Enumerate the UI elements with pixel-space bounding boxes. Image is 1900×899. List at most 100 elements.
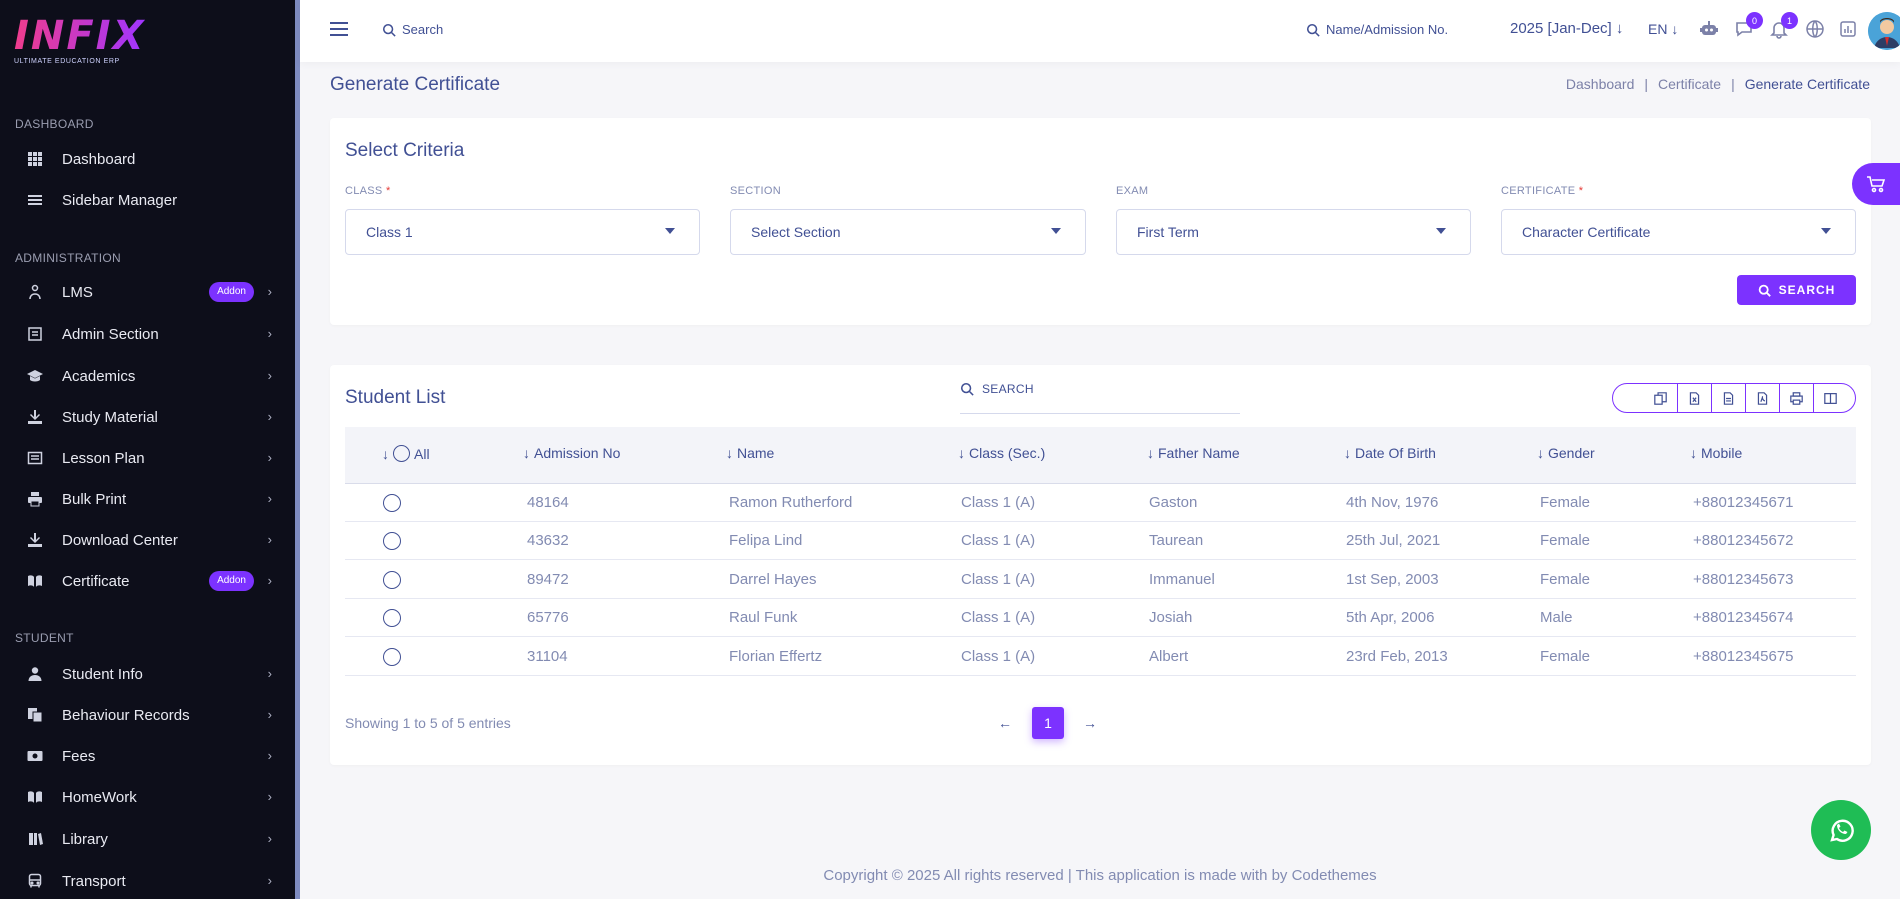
- user-icon: [26, 665, 44, 683]
- exam-select-value: First Term: [1137, 224, 1199, 240]
- student-list-title: Student List: [345, 387, 446, 408]
- sidebar-item-behaviour-records[interactable]: Behaviour Records ›: [0, 698, 290, 732]
- sidebar-item-certificate[interactable]: Certificate Addon ›: [0, 564, 290, 598]
- table-row[interactable]: 43632 Felipa Lind Class 1 (A) Taurean 25…: [345, 522, 1856, 560]
- cell-admission: 89472: [527, 571, 569, 588]
- sidebar-scrollbar[interactable]: [295, 0, 300, 899]
- report-icon[interactable]: [1837, 18, 1859, 40]
- sidebar-item-bulk-print[interactable]: Bulk Print ›: [0, 482, 290, 516]
- table-row[interactable]: 65776 Raul Funk Class 1 (A) Josiah 5th A…: [345, 599, 1856, 637]
- avatar[interactable]: [1868, 12, 1900, 50]
- hamburger-menu-button[interactable]: [330, 22, 348, 38]
- sidebar-item-lesson-plan[interactable]: Lesson Plan ›: [0, 441, 290, 475]
- column-visibility-button[interactable]: [1813, 384, 1847, 412]
- class-select[interactable]: Class 1: [345, 209, 700, 255]
- certificate-select[interactable]: Character Certificate: [1501, 209, 1856, 255]
- chevron-right-icon: ›: [267, 707, 272, 722]
- sidebar-item-dashboard[interactable]: Dashboard: [0, 142, 290, 176]
- table-row[interactable]: 48164 Ramon Rutherford Class 1 (A) Gasto…: [345, 484, 1856, 522]
- sidebar-item-download-center[interactable]: Download Center ›: [0, 523, 290, 557]
- breadcrumb-separator: |: [1644, 76, 1649, 92]
- admin-icon: [26, 325, 44, 343]
- pdf-button[interactable]: [1745, 384, 1779, 412]
- row-select-radio[interactable]: [383, 532, 401, 550]
- column-header-mobile[interactable]: ↓ Mobile: [1690, 445, 1743, 461]
- cell-class: Class 1 (A): [961, 571, 1036, 588]
- robot-icon[interactable]: [1698, 18, 1720, 40]
- breadcrumb-certificate[interactable]: Certificate: [1658, 76, 1722, 92]
- whatsapp-icon: [1830, 819, 1854, 842]
- breadcrumb-dashboard[interactable]: Dashboard: [1565, 76, 1635, 92]
- floating-cart-button[interactable]: [1852, 163, 1900, 205]
- cell-admission: 48164: [527, 494, 569, 511]
- header-search-placeholder: Search: [402, 22, 444, 37]
- language-selector[interactable]: EN ↓: [1648, 21, 1678, 37]
- cell-class: Class 1 (A): [961, 609, 1036, 626]
- notification-badge: 1: [1781, 12, 1798, 29]
- cell-mobile: +88012345673: [1693, 571, 1794, 588]
- sidebar-item-study-material[interactable]: Study Material ›: [0, 400, 290, 434]
- row-select-radio[interactable]: [383, 494, 401, 512]
- table-search-input[interactable]: SEARCH: [960, 382, 1240, 414]
- column-header-date-of-birth[interactable]: ↓ Date Of Birth: [1344, 445, 1436, 461]
- bell-icon[interactable]: 1: [1768, 12, 1798, 40]
- top-header: Search Name/Admission No. 2025 [Jan-Dec]…: [300, 0, 1900, 62]
- column-header-father-name[interactable]: ↓ Father Name: [1147, 445, 1240, 461]
- lms-icon: [26, 283, 44, 301]
- sidebar-item-fees[interactable]: Fees ›: [0, 739, 290, 773]
- header-search-input[interactable]: Search: [382, 22, 443, 37]
- chat-icon[interactable]: 0: [1733, 12, 1763, 40]
- globe-icon[interactable]: [1804, 18, 1826, 40]
- row-select-radio[interactable]: [383, 648, 401, 666]
- chevron-right-icon: ›: [267, 831, 272, 846]
- table-row[interactable]: 89472 Darrel Hayes Class 1 (A) Immanuel …: [345, 561, 1856, 599]
- list-icon: [26, 449, 44, 467]
- chevron-right-icon: ›: [267, 491, 272, 506]
- prev-page-button[interactable]: ←: [990, 707, 1020, 739]
- column-header-select-all[interactable]: ↓ All: [382, 445, 430, 462]
- sidebar-item-academics[interactable]: Academics ›: [0, 359, 290, 393]
- student-search-input[interactable]: Name/Admission No.: [1306, 22, 1448, 37]
- download-icon: [26, 408, 44, 426]
- sidebar-item-label: Fees: [62, 747, 96, 765]
- search-button[interactable]: SEARCH: [1737, 275, 1856, 305]
- select-all-radio[interactable]: [393, 445, 410, 462]
- excel-button[interactable]: [1677, 384, 1711, 412]
- money-icon: [26, 747, 44, 765]
- sort-arrow-icon: ↓: [523, 445, 530, 461]
- sidebar-item-library[interactable]: Library ›: [0, 822, 290, 856]
- whatsapp-button[interactable]: [1811, 800, 1871, 860]
- csv-button[interactable]: [1711, 384, 1745, 412]
- column-header-name[interactable]: ↓ Name: [726, 445, 775, 461]
- class-select-value: Class 1: [366, 224, 413, 240]
- sidebar-item-transport[interactable]: Transport ›: [0, 864, 290, 898]
- cell-name: Raul Funk: [729, 609, 798, 626]
- row-select-radio[interactable]: [383, 571, 401, 589]
- cell-admission: 65776: [527, 609, 569, 626]
- column-header-admission-no[interactable]: ↓ Admission No: [523, 445, 621, 461]
- page-title: Generate Certificate: [330, 74, 501, 95]
- logo[interactable]: INFIX ULTIMATE EDUCATION ERP: [14, 16, 145, 65]
- page-1-button[interactable]: 1: [1032, 707, 1064, 739]
- arrow-left-icon: ←: [998, 715, 1012, 731]
- table-row[interactable]: 31104 Florian Effertz Class 1 (A) Albert…: [345, 638, 1856, 676]
- row-select-radio[interactable]: [383, 609, 401, 627]
- exam-select[interactable]: First Term: [1116, 209, 1471, 255]
- arrow-down-icon: ↓: [1615, 20, 1624, 37]
- chevron-right-icon: ›: [267, 326, 272, 341]
- column-header-class[interactable]: ↓ Class (Sec.): [958, 445, 1046, 461]
- sidebar-item-lms[interactable]: LMS Addon ›: [0, 275, 290, 309]
- breadcrumb-current: Generate Certificate: [1744, 76, 1870, 92]
- criteria-title: Select Criteria: [345, 140, 465, 161]
- copy-button[interactable]: [1643, 384, 1677, 412]
- column-header-gender[interactable]: ↓ Gender: [1537, 445, 1595, 461]
- sidebar-item-sidebar-manager[interactable]: Sidebar Manager: [0, 183, 290, 217]
- cell-dob: 1st Sep, 2003: [1346, 571, 1439, 588]
- sidebar-item-student-info[interactable]: Student Info ›: [0, 657, 290, 691]
- next-page-button[interactable]: →: [1075, 707, 1105, 739]
- sidebar-item-homework[interactable]: HomeWork ›: [0, 780, 290, 814]
- print-button[interactable]: [1779, 384, 1813, 412]
- section-select[interactable]: Select Section: [730, 209, 1086, 255]
- sidebar-item-admin-section[interactable]: Admin Section ›: [0, 317, 290, 351]
- session-selector[interactable]: 2025 [Jan-Dec] ↓: [1510, 20, 1623, 37]
